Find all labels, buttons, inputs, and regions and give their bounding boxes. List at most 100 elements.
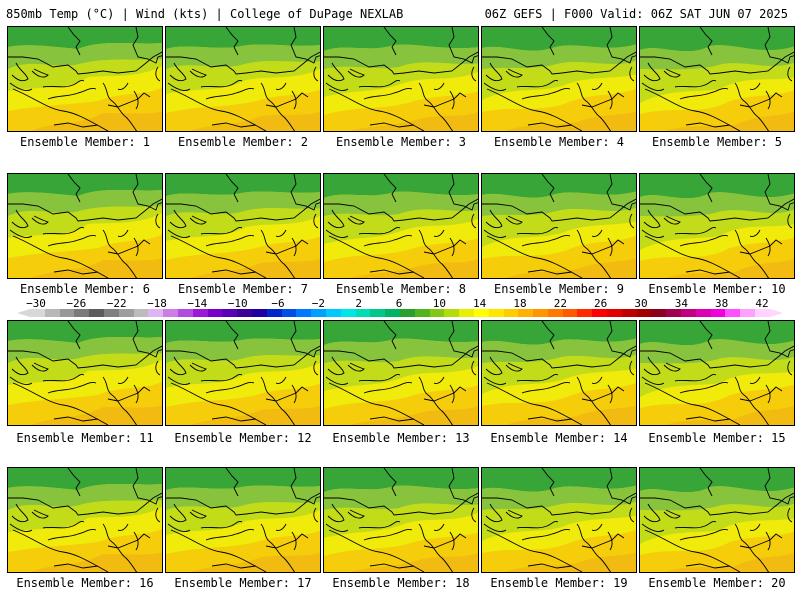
colorbar-swatch <box>163 309 178 317</box>
header-run-info: 06Z GEFS | F000 Valid: 06Z SAT JUN 07 20… <box>484 7 788 21</box>
colorbar-swatch <box>666 309 682 317</box>
ensemble-member-caption: Ensemble Member: 14 <box>490 431 628 445</box>
ensemble-member-caption: Ensemble Member: 5 <box>651 135 783 149</box>
colorbar-swatch <box>473 309 489 317</box>
colorbar-swatch <box>518 309 534 317</box>
ensemble-map-panel <box>481 467 637 573</box>
ensemble-member-caption: Ensemble Member: 17 <box>174 576 312 590</box>
ensemble-map-panel <box>481 26 637 132</box>
ensemble-map-panel <box>323 467 479 573</box>
colorbar-swatch <box>192 309 208 317</box>
ensemble-map-panel <box>7 26 163 132</box>
ensemble-member-caption: Ensemble Member: 1 <box>19 135 151 149</box>
colorbar-swatch <box>207 309 223 317</box>
colorbar-swatch <box>222 309 238 317</box>
ensemble-member-caption: Ensemble Member: 4 <box>493 135 625 149</box>
colorbar-tick-label: −14 <box>187 297 208 310</box>
colorbar-tick-label: 42 <box>755 297 769 310</box>
colorbar-swatch <box>725 309 741 317</box>
colorbar-tick-label: 18 <box>513 297 527 310</box>
colorbar-swatch <box>562 309 578 317</box>
colorbar-swatch <box>118 309 134 317</box>
ensemble-map-panel <box>165 467 321 573</box>
colorbar-swatch <box>251 309 267 317</box>
colorbar-swatch <box>651 309 667 317</box>
ensemble-member-caption: Ensemble Member: 11 <box>16 431 154 445</box>
colorbar-swatch <box>503 309 519 317</box>
colorbar-swatch <box>547 309 563 317</box>
colorbar-tick-label: −6 <box>271 297 285 310</box>
colorbar-tick-label: 26 <box>594 297 608 310</box>
colorbar-swatch <box>740 309 756 317</box>
ensemble-map-panel <box>7 320 163 426</box>
colorbar-swatch <box>399 309 415 317</box>
colorbar-swatch <box>177 309 193 317</box>
colorbar-tick-label: 34 <box>674 297 688 310</box>
ensemble-map-panel <box>639 26 795 132</box>
ensemble-map-panel <box>481 173 637 279</box>
colorbar-swatch <box>103 309 119 317</box>
colorbar-swatch <box>488 309 504 317</box>
ensemble-map-panel <box>323 173 479 279</box>
colorbar-swatch <box>695 309 711 317</box>
colorbar-swatch <box>89 309 104 317</box>
colorbar-tick-label: 14 <box>473 297 487 310</box>
colorbar-swatch <box>340 309 356 317</box>
ensemble-member-caption: Ensemble Member: 9 <box>493 282 625 296</box>
ensemble-member-caption: Ensemble Member: 18 <box>332 576 470 590</box>
colorbar-tick-label: 30 <box>634 297 648 310</box>
colorbar-swatch <box>311 309 326 317</box>
ensemble-member-caption: Ensemble Member: 2 <box>177 135 309 149</box>
colorbar-swatch <box>607 309 622 317</box>
colorbar-swatch <box>385 309 400 317</box>
colorbar-swatch <box>133 309 149 317</box>
ensemble-member-caption: Ensemble Member: 13 <box>332 431 470 445</box>
ensemble-map-panel <box>639 173 795 279</box>
colorbar-swatch <box>621 309 637 317</box>
colorbar-swatch <box>681 309 696 317</box>
colorbar-tick-label: −2 <box>311 297 325 310</box>
colorbar-swatch <box>429 309 445 317</box>
ensemble-map-panel <box>7 467 163 573</box>
ensemble-map-panel <box>165 320 321 426</box>
colorbar-swatch <box>636 309 652 317</box>
colorbar-tick-label: 38 <box>715 297 729 310</box>
colorbar-swatch <box>459 309 474 317</box>
header-title: 850mb Temp (°C) | Wind (kts) | College o… <box>6 7 404 21</box>
ensemble-map-panel <box>7 173 163 279</box>
colorbar-arrow-right <box>770 309 783 317</box>
ensemble-member-caption: Ensemble Member: 20 <box>648 576 786 590</box>
colorbar-swatch <box>281 309 297 317</box>
ensemble-map-panel <box>639 467 795 573</box>
colorbar-swatch <box>370 309 386 317</box>
colorbar-swatch <box>148 309 164 317</box>
ensemble-map-panel <box>323 26 479 132</box>
ensemble-map-panel <box>165 173 321 279</box>
ensemble-member-caption: Ensemble Member: 6 <box>19 282 151 296</box>
colorbar-swatch <box>577 309 593 317</box>
ensemble-map-panel <box>639 320 795 426</box>
colorbar-swatch <box>266 309 282 317</box>
colorbar-tick-label: −26 <box>66 297 87 310</box>
colorbar-swatch <box>44 309 60 317</box>
colorbar-swatch <box>444 309 460 317</box>
ensemble-member-caption: Ensemble Member: 8 <box>335 282 467 296</box>
colorbar-tick-label: 6 <box>395 297 403 310</box>
colorbar-tick-label: 2 <box>355 297 362 310</box>
colorbar-swatch <box>59 309 75 317</box>
colorbar-swatch <box>533 309 548 317</box>
colorbar-tick-label: 22 <box>553 297 567 310</box>
ensemble-member-caption: Ensemble Member: 12 <box>174 431 312 445</box>
colorbar-swatch <box>30 309 45 317</box>
colorbar-swatch <box>74 309 90 317</box>
colorbar-swatch <box>325 309 341 317</box>
ensemble-map-panel <box>165 26 321 132</box>
ensemble-map-panel <box>481 320 637 426</box>
ensemble-member-caption: Ensemble Member: 7 <box>177 282 309 296</box>
colorbar-tick-label: −18 <box>147 297 167 310</box>
colorbar-swatch <box>414 309 430 317</box>
ensemble-member-caption: Ensemble Member: 3 <box>335 135 467 149</box>
ensemble-member-caption: Ensemble Member: 16 <box>16 576 154 590</box>
temperature-colorbar <box>30 309 770 317</box>
colorbar-tick-label: 10 <box>432 297 446 310</box>
